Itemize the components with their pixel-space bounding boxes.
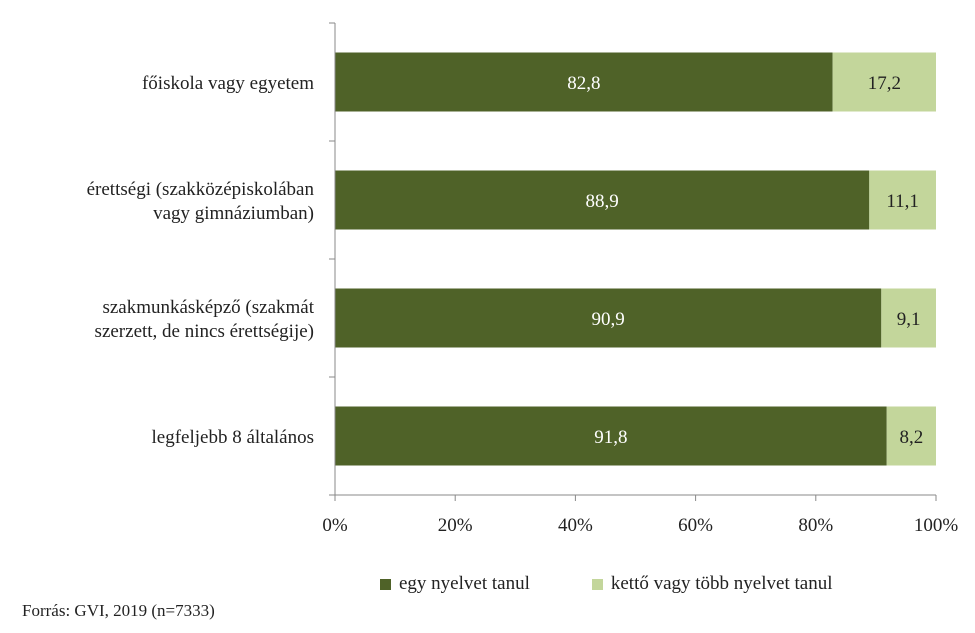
bar-series-2-cat-3 <box>881 288 936 348</box>
x-tick-label-2: 20% <box>438 515 473 536</box>
bar-series-1-cat-4 <box>335 406 887 466</box>
x-tick-label-3: 40% <box>558 515 593 536</box>
data-label-series-1-cat-2: 88,9 <box>586 191 619 212</box>
legend-item-series-2: kettő vagy több nyelvet tanul <box>591 573 833 595</box>
data-label-series-2-cat-3: 9,1 <box>897 309 921 330</box>
bar-series-2-cat-4 <box>886 406 936 466</box>
bar-series-2-cat-2 <box>869 170 936 230</box>
legend: egy nyelvet tanul kettő vagy több nyelve… <box>380 573 894 595</box>
bar-series-1-cat-1 <box>335 52 833 112</box>
category-label-1: főiskola vagy egyetem <box>142 73 314 94</box>
x-tick-label-4: 60% <box>678 515 713 536</box>
data-label-series-1-cat-3: 90,9 <box>592 309 625 330</box>
data-label-series-1-cat-1: 82,8 <box>567 73 600 94</box>
data-label-series-2-cat-1: 17,2 <box>868 73 901 94</box>
legend-label-series-2: kettő vagy több nyelvet tanul <box>610 573 833 594</box>
x-tick-label-1: 0% <box>322 515 348 536</box>
legend-swatch-series-1 <box>380 578 391 590</box>
category-label-3-line-2: szerzett, de nincs érettségije) <box>95 321 314 342</box>
x-tick-label-5: 80% <box>798 515 833 536</box>
data-label-series-2-cat-4: 8,2 <box>899 427 923 448</box>
bar-series-1-cat-3 <box>335 288 882 348</box>
source-note: Forrás: GVI, 2019 (n=7333) <box>22 601 215 620</box>
category-label-3-line-1: szakmunkásképző (szakmát <box>102 297 314 318</box>
category-label-2-line-1: érettségi (szakközépiskolában <box>87 179 315 200</box>
legend-label-series-1: egy nyelvet tanul <box>399 573 530 594</box>
data-label-series-2-cat-2: 11,1 <box>886 191 919 212</box>
bar-series-2-cat-1 <box>832 52 936 112</box>
x-tick-label-6: 100% <box>914 515 959 536</box>
category-label-2-line-2: vagy gimnáziumban) <box>153 203 314 224</box>
legend-item-series-1: egy nyelvet tanul <box>380 573 530 595</box>
category-label-4: legfeljebb 8 általános <box>152 427 315 448</box>
bar-series-1-cat-2 <box>335 170 870 230</box>
data-label-series-1-cat-4: 91,8 <box>594 427 627 448</box>
legend-swatch-series-2 <box>591 578 603 590</box>
